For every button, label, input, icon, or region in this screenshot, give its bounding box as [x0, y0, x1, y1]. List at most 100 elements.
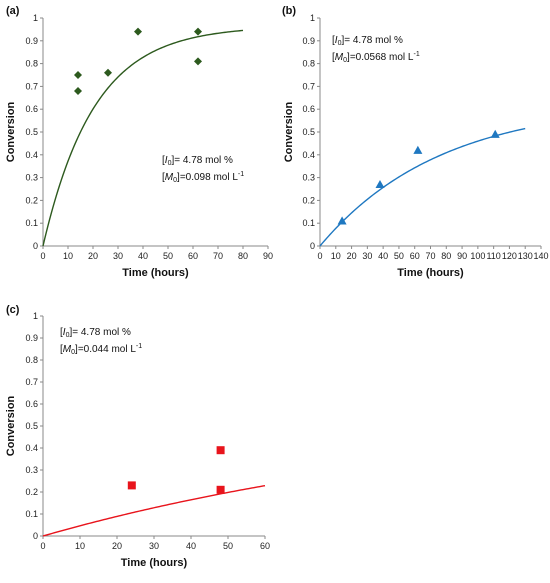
- data-point: [413, 145, 423, 154]
- y-tick-label: 0.1: [302, 218, 315, 228]
- x-tick-label: 70: [213, 251, 223, 261]
- x-tick-label: 20: [88, 251, 98, 261]
- fit-curve: [319, 127, 526, 247]
- y-tick-label: 0.5: [25, 127, 38, 137]
- data-point: [194, 57, 202, 66]
- data-point: [216, 485, 225, 494]
- data-point: [74, 86, 82, 95]
- x-tick-label: 100: [470, 251, 485, 261]
- y-tick-label: 1: [33, 13, 38, 23]
- x-tick-label: 60: [188, 251, 198, 261]
- data-point: [194, 27, 202, 36]
- panel-label: (b): [282, 5, 296, 17]
- y-tick-label: 0.6: [25, 399, 38, 409]
- data-point: [74, 71, 82, 79]
- y-tick-label: 0.2: [25, 487, 38, 497]
- x-tick-label: 10: [331, 251, 341, 261]
- x-axis-label: Time (hours): [122, 267, 189, 279]
- y-tick-label: 1: [310, 13, 315, 23]
- fit-curve: [42, 29, 244, 247]
- y-tick-label: 1: [33, 311, 38, 321]
- x-tick-label: 60: [260, 541, 270, 551]
- x-axis-label: Time (hours): [397, 267, 464, 279]
- annotation-initiator: [I0]= 4.78 mol %: [332, 35, 403, 47]
- x-tick-label: 30: [149, 541, 159, 551]
- y-tick-label: 0.3: [25, 465, 38, 475]
- y-tick-label: 0.9: [25, 36, 38, 46]
- x-tick-label: 30: [362, 251, 372, 261]
- chart-panel-1: 00.10.20.30.40.50.60.70.80.910 10 20 30 40 50…: [5, 5, 273, 279]
- y-tick-label: 0: [33, 241, 38, 251]
- x-tick-label: 10: [75, 541, 85, 551]
- y-tick-label: 0.4: [302, 150, 315, 160]
- x-axis-label: Time (hours): [121, 557, 188, 569]
- y-tick-label: 0.3: [302, 173, 315, 183]
- x-tick-label: 60: [410, 251, 420, 261]
- x-tick-label: 110: [486, 251, 500, 261]
- x-tick-label: 40: [378, 251, 388, 261]
- x-tick-label: 50: [223, 541, 233, 551]
- annotation-initiator: [I0]= 4.78 mol %: [60, 327, 131, 339]
- y-tick-label: 0.8: [302, 59, 315, 69]
- panel-label: (a): [6, 5, 20, 17]
- annotation-monomer: [M0]=0.0568 mol L-1: [332, 51, 420, 64]
- annotation-monomer: [M0]=0.098 mol L-1: [162, 171, 244, 184]
- y-tick-label: 0.9: [25, 333, 38, 343]
- data-point: [104, 68, 112, 77]
- annotation-initiator: [I0]= 4.78 mol %: [162, 155, 233, 167]
- annotation-monomer: [M0]=0.044 mol L-1: [60, 343, 142, 356]
- data-point: [134, 27, 142, 36]
- y-tick-label: 0.5: [302, 127, 315, 137]
- x-tick-label: 0: [40, 541, 45, 551]
- data-point: [375, 179, 385, 189]
- panel-label: (c): [6, 304, 20, 316]
- y-tick-label: 0.1: [25, 509, 38, 519]
- x-tick-label: 80: [441, 251, 451, 261]
- y-tick-label: 0: [310, 241, 315, 251]
- x-tick-label: 70: [425, 251, 435, 261]
- y-tick-label: 0.1: [25, 218, 38, 228]
- x-tick-label: 120: [502, 251, 517, 261]
- x-tick-label: 20: [347, 251, 357, 261]
- data-point: [216, 446, 225, 455]
- y-tick-label: 0.9: [302, 36, 315, 46]
- data-point: [127, 481, 136, 490]
- x-tick-label: 50: [163, 251, 173, 261]
- x-tick-label: 140: [533, 251, 548, 261]
- y-tick-label: 0: [33, 531, 38, 541]
- chart-panel-3: 00.10.20.30.40.50.60.70.80.910 10 20 30 40 50…: [5, 304, 270, 569]
- x-tick-label: 30: [113, 251, 123, 261]
- y-axis-label: Conversion: [283, 101, 295, 162]
- y-tick-label: 0.3: [25, 173, 38, 183]
- data-point: [337, 216, 347, 225]
- y-tick-label: 0.4: [25, 443, 38, 453]
- y-axis-label: Conversion: [5, 101, 17, 162]
- x-tick-label: 40: [186, 541, 196, 551]
- y-tick-label: 0.8: [25, 59, 38, 69]
- y-tick-label: 0.5: [25, 421, 38, 431]
- x-tick-label: 50: [394, 251, 404, 261]
- x-tick-label: 80: [238, 251, 248, 261]
- y-tick-label: 0.7: [25, 81, 38, 91]
- y-tick-label: 0.6: [25, 104, 38, 114]
- x-tick-label: 40: [138, 251, 148, 261]
- x-tick-label: 90: [457, 251, 467, 261]
- x-tick-label: 10: [63, 251, 73, 261]
- y-tick-label: 0.2: [302, 195, 315, 205]
- y-tick-label: 0.7: [25, 377, 38, 387]
- y-tick-label: 0.2: [25, 195, 38, 205]
- x-tick-label: 130: [518, 251, 533, 261]
- fit-curve: [42, 484, 266, 537]
- x-tick-label: 20: [112, 541, 122, 551]
- y-tick-label: 0.8: [25, 355, 38, 365]
- x-tick-label: 90: [263, 251, 273, 261]
- y-tick-label: 0.6: [302, 104, 315, 114]
- y-axis-label: Conversion: [5, 395, 17, 456]
- x-tick-label: 0: [40, 251, 45, 261]
- chart-panel-2: 00.10.20.30.40.50.60.70.80.910 10 20 30 40 50…: [282, 5, 549, 279]
- y-tick-label: 0.4: [25, 150, 38, 160]
- y-tick-label: 0.7: [302, 81, 315, 91]
- data-point: [490, 129, 500, 138]
- x-tick-label: 0: [317, 251, 322, 261]
